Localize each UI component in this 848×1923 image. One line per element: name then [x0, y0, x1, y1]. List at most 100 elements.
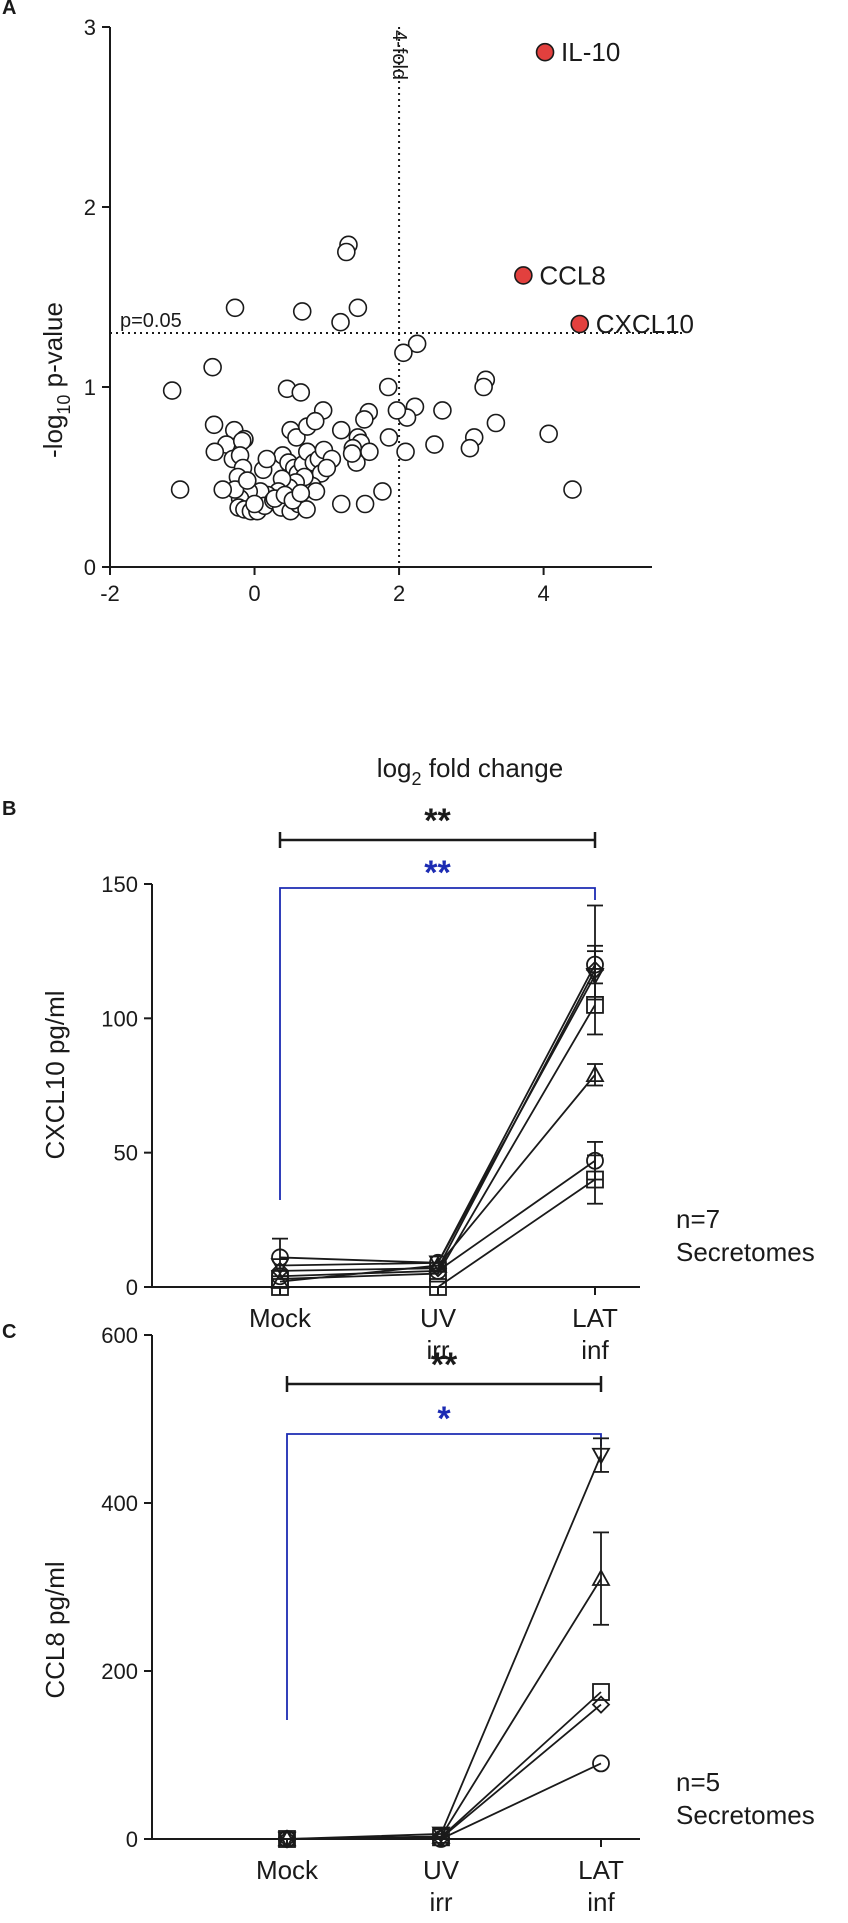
x-tick-label: 0 [248, 581, 260, 606]
y-tick-label: 400 [101, 1491, 138, 1516]
threshold-x-label: 4-fold [388, 30, 410, 80]
y-tick-label: 100 [101, 1006, 138, 1031]
data-point [387, 401, 407, 420]
ccl8-error-bars [593, 1437, 609, 1626]
data-point [460, 438, 480, 458]
volcano-x-axis-label: log2 fold change [377, 753, 563, 789]
series-line-d4 [279, 1004, 596, 1280]
y-tick-label: 0 [126, 1275, 138, 1300]
data-point [342, 444, 362, 463]
data-point [396, 442, 415, 462]
x-tick-label: Mock [256, 1855, 319, 1885]
volcano-threshold-lines [110, 27, 682, 567]
data-point [225, 298, 245, 318]
data-point [291, 383, 311, 402]
data-point [297, 500, 316, 519]
marker-circle [278, 1830, 296, 1848]
volcano-y-axis-label: -log10 p-value [38, 302, 74, 458]
highlight-label: CCL8 [539, 260, 605, 290]
ccl8-n-secretomes: Secretomes [676, 1800, 815, 1830]
y-tick-label: 0 [84, 555, 96, 580]
marker-square [429, 1278, 447, 1296]
marker-diamond [585, 960, 605, 980]
data-point [238, 471, 257, 490]
data-point [305, 411, 325, 431]
series-line-d5 [279, 1074, 596, 1283]
data-point [539, 424, 558, 444]
x-tick-label: UV [423, 1855, 460, 1885]
cxcl10-sig-blue-label: ** [424, 854, 451, 892]
ccl8-axes [144, 1334, 640, 1847]
data-point [348, 298, 368, 318]
marker-down-triangle [591, 1447, 611, 1465]
data-point [317, 458, 337, 478]
data-point [162, 381, 182, 400]
data-point [203, 357, 222, 377]
series-line-d5 [287, 1762, 602, 1840]
cxcl10-series-lines [279, 964, 596, 1288]
series-line-d4 [286, 1703, 602, 1840]
marker-circle [271, 1248, 289, 1267]
highlight-label: IL-10 [561, 37, 620, 67]
bracket-blue [279, 887, 596, 1200]
ccl8-sig-black-label: ** [431, 1346, 458, 1384]
series-line-d3 [286, 1691, 602, 1840]
data-point [205, 442, 225, 462]
highlight-point [535, 42, 555, 62]
y-tick-label: 3 [84, 15, 96, 40]
panel-letter-b: B [2, 798, 16, 820]
marker-circle [586, 955, 604, 974]
x-tick-label: 4 [537, 581, 549, 606]
cxcl10-y-axis-label: CXCL10 pg/ml [40, 990, 70, 1159]
data-point [337, 242, 356, 262]
data-point [373, 482, 392, 501]
marker-square [592, 1683, 610, 1701]
cxcl10-markers [270, 955, 605, 1296]
cxcl10-significance-brackets [278, 832, 597, 1200]
data-point [331, 312, 350, 332]
cxcl10-n-label: n=7 [676, 1204, 720, 1234]
y-tick-label: 0 [126, 1827, 138, 1852]
data-point [474, 377, 493, 397]
data-point [204, 415, 224, 435]
y-tick-label: 600 [101, 1323, 138, 1348]
series-line-d7 [280, 1178, 596, 1288]
panel-letter-c: C [2, 1321, 16, 1343]
x-tick-label: UV [420, 1303, 457, 1333]
marker-square [271, 1278, 289, 1296]
ccl8-sig-blue-label: * [437, 1400, 451, 1438]
highlight-point [514, 266, 533, 285]
threshold-y-label: p=0.05 [120, 310, 182, 332]
marker-triangle [585, 1064, 605, 1083]
marker-triangle [431, 1826, 451, 1844]
data-point [407, 334, 427, 354]
x-tick-label: inf [587, 1887, 615, 1917]
ccl8-n-label: n=5 [676, 1767, 720, 1797]
data-point [292, 302, 312, 321]
marker-triangle [270, 1271, 290, 1289]
marker-diamond [591, 1695, 611, 1714]
data-point [306, 482, 326, 501]
data-point [486, 413, 506, 433]
ccl8-series-lines [286, 1454, 602, 1840]
data-point [245, 494, 264, 514]
data-point [425, 435, 444, 454]
marker-circle [271, 1267, 289, 1286]
cxcl10-error-bars [272, 904, 603, 1278]
marker-triangle [277, 1829, 297, 1847]
cxcl10-axes [144, 883, 640, 1295]
marker-down-triangle [585, 968, 605, 986]
marker-triangle [591, 1568, 611, 1586]
data-point [355, 494, 375, 514]
volcano-highlighted-points: IL-10 CCL8 CXCL10 [514, 37, 694, 339]
marker-square [586, 996, 604, 1014]
series-line-d2 [279, 974, 596, 1267]
marker-circle [586, 1151, 604, 1170]
data-point [331, 494, 351, 514]
x-tick-label: irr [426, 1335, 449, 1365]
data-point [433, 401, 452, 420]
